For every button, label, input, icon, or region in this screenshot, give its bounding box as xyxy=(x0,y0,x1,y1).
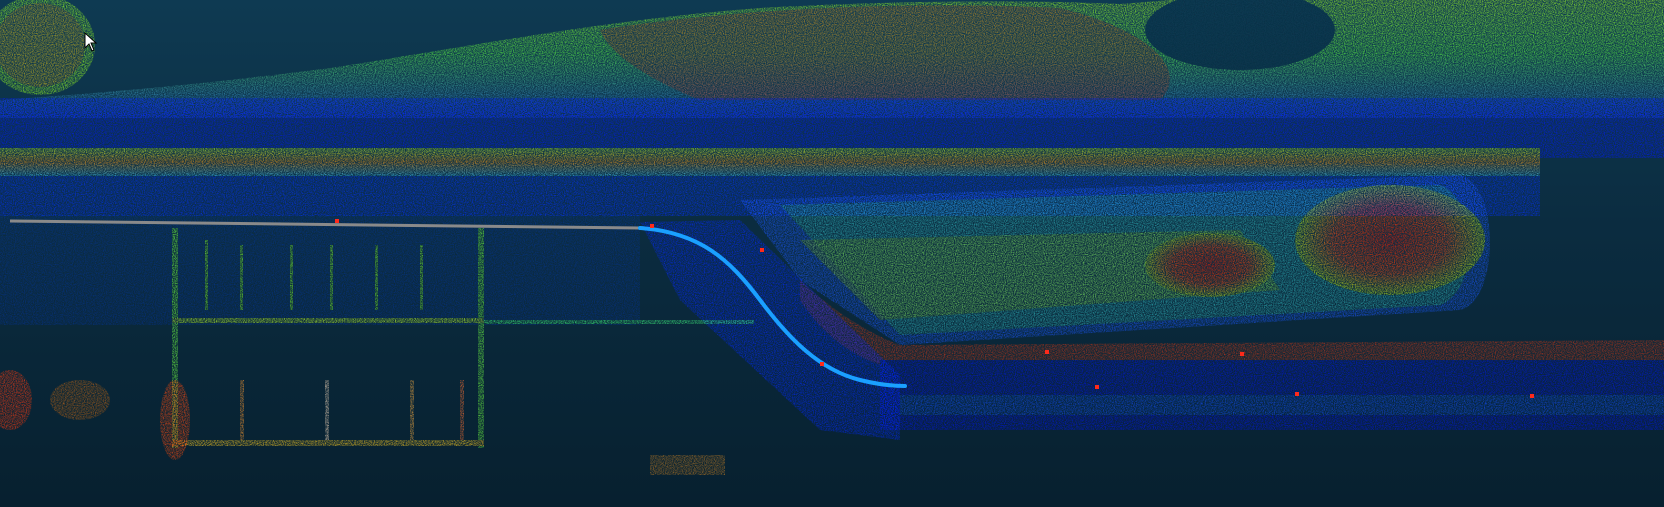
foreground-tree-cluster xyxy=(0,0,95,95)
diagonal-embankment xyxy=(640,220,900,440)
planned-path-line xyxy=(9,219,641,230)
highway-ramp-structure xyxy=(740,175,1664,430)
background-hill-vegetation xyxy=(0,0,1664,118)
vehicle-trajectory-line xyxy=(638,226,907,388)
scattered-low-points xyxy=(0,370,725,475)
trajectory-markers xyxy=(335,219,1534,398)
building-frame xyxy=(0,215,754,448)
arrow-cursor-icon xyxy=(84,32,98,52)
